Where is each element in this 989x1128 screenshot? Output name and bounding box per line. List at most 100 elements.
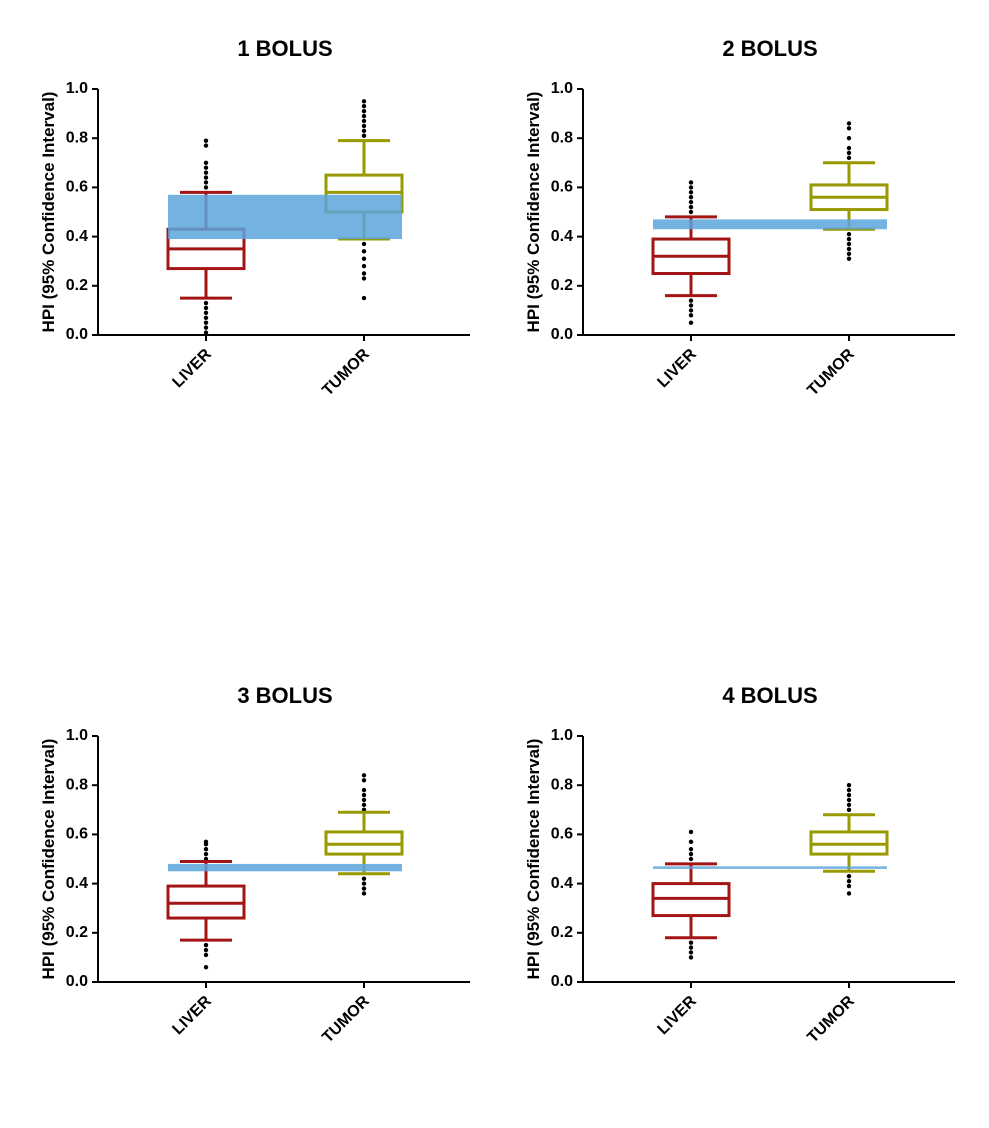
x-tick-label: LIVER bbox=[169, 345, 215, 391]
outlier bbox=[688, 856, 694, 862]
outlier bbox=[203, 315, 209, 320]
outlier bbox=[846, 807, 852, 812]
outlier bbox=[361, 295, 367, 301]
outlier bbox=[203, 180, 209, 185]
outlier bbox=[361, 108, 367, 114]
outlier bbox=[203, 170, 209, 175]
outlier bbox=[688, 209, 694, 215]
outlier bbox=[361, 787, 367, 793]
y-tick-label: 1.0 bbox=[551, 727, 573, 744]
outlier bbox=[203, 947, 209, 953]
outlier bbox=[846, 236, 852, 242]
y-tick-label: 0.0 bbox=[66, 973, 88, 990]
outlier bbox=[203, 305, 209, 311]
y-tick-label: 1.0 bbox=[66, 727, 88, 744]
outlier bbox=[846, 231, 852, 237]
outlier bbox=[688, 839, 694, 844]
outlier bbox=[203, 325, 209, 330]
outlier bbox=[688, 940, 694, 945]
y-tick-label: 0.2 bbox=[66, 924, 88, 941]
outlier bbox=[203, 175, 209, 180]
outlier bbox=[361, 881, 367, 886]
outlier bbox=[688, 313, 694, 318]
y-axis-label: HPI (95% Confidence Interval) bbox=[39, 92, 58, 333]
y-tick-label: 0.2 bbox=[551, 924, 573, 941]
outlier bbox=[361, 113, 367, 119]
outlier bbox=[361, 263, 367, 269]
outlier bbox=[846, 256, 852, 261]
outlier bbox=[688, 955, 694, 960]
y-axis-label: HPI (95% Confidence Interval) bbox=[524, 92, 543, 333]
outlier bbox=[688, 320, 694, 325]
outlier bbox=[688, 950, 694, 955]
y-tick-label: 0.4 bbox=[551, 228, 573, 245]
y-tick-label: 0.4 bbox=[66, 228, 88, 245]
outlier bbox=[846, 883, 852, 889]
y-tick-label: 0.0 bbox=[551, 326, 573, 343]
x-tick-label: TUMOR bbox=[804, 992, 858, 1046]
outlier bbox=[688, 298, 694, 303]
outlier bbox=[688, 829, 694, 835]
outlier bbox=[203, 851, 209, 857]
y-tick-label: 0.6 bbox=[551, 826, 573, 843]
x-tick-label: LIVER bbox=[654, 992, 700, 1038]
chart-panel: 2 BOLUS HPI (95% Confidence Interval) 0.0 0… bbox=[524, 36, 955, 399]
y-tick-label: 0.2 bbox=[551, 277, 573, 294]
chart-title: 4 BOLUS bbox=[722, 683, 817, 708]
outlier bbox=[361, 778, 367, 783]
x-tick-label: TUMOR bbox=[804, 345, 858, 399]
outlier bbox=[846, 246, 852, 252]
outlier bbox=[846, 155, 852, 161]
outlier bbox=[203, 310, 209, 316]
outlier bbox=[361, 133, 367, 138]
y-tick-label: 1.0 bbox=[551, 80, 573, 97]
x-tick-label: TUMOR bbox=[319, 345, 373, 399]
y-axis-label: HPI (95% Confidence Interval) bbox=[39, 739, 58, 980]
y-tick-label: 0.8 bbox=[551, 776, 573, 793]
outlier bbox=[361, 891, 367, 896]
outlier bbox=[361, 876, 367, 881]
outlier bbox=[203, 330, 209, 335]
outlier bbox=[688, 308, 694, 313]
outlier bbox=[688, 945, 694, 950]
outlier bbox=[688, 199, 694, 205]
confidence-band bbox=[168, 863, 402, 872]
outlier bbox=[688, 190, 694, 195]
chart-panel: 3 BOLUS HPI (95% Confidence Interval) 0.0 0… bbox=[39, 683, 470, 1046]
y-tick-label: 0.0 bbox=[551, 973, 573, 990]
y-tick-label: 1.0 bbox=[66, 80, 88, 97]
outlier bbox=[361, 802, 367, 808]
outlier bbox=[203, 846, 209, 852]
outlier bbox=[846, 121, 852, 126]
y-tick-label: 0.8 bbox=[551, 129, 573, 146]
outlier bbox=[846, 783, 852, 788]
outlier bbox=[361, 99, 367, 104]
outlier bbox=[361, 773, 367, 778]
confidence-band bbox=[653, 219, 887, 230]
confidence-band bbox=[168, 194, 402, 240]
y-tick-label: 0.6 bbox=[66, 826, 88, 843]
outlier bbox=[846, 797, 852, 803]
outlier bbox=[203, 143, 209, 148]
outlier bbox=[203, 138, 209, 143]
outlier bbox=[688, 195, 694, 200]
chart-panel: 4 BOLUS HPI (95% Confidence Interval) 0.0 0… bbox=[524, 683, 955, 1046]
y-axis-label: HPI (95% Confidence Interval) bbox=[524, 739, 543, 980]
outlier bbox=[203, 965, 209, 970]
outlier bbox=[688, 180, 694, 185]
outlier bbox=[688, 204, 694, 210]
x-tick-label: LIVER bbox=[169, 992, 215, 1038]
outlier bbox=[203, 839, 209, 844]
outlier bbox=[361, 271, 367, 276]
y-tick-label: 0.6 bbox=[551, 179, 573, 196]
outlier bbox=[688, 851, 694, 857]
outlier bbox=[361, 797, 367, 803]
outlier bbox=[688, 303, 694, 308]
outlier bbox=[361, 118, 367, 124]
outlier bbox=[361, 241, 367, 247]
outlier bbox=[361, 276, 367, 281]
outlier bbox=[203, 952, 209, 958]
outlier bbox=[846, 251, 852, 257]
outlier bbox=[361, 249, 367, 254]
